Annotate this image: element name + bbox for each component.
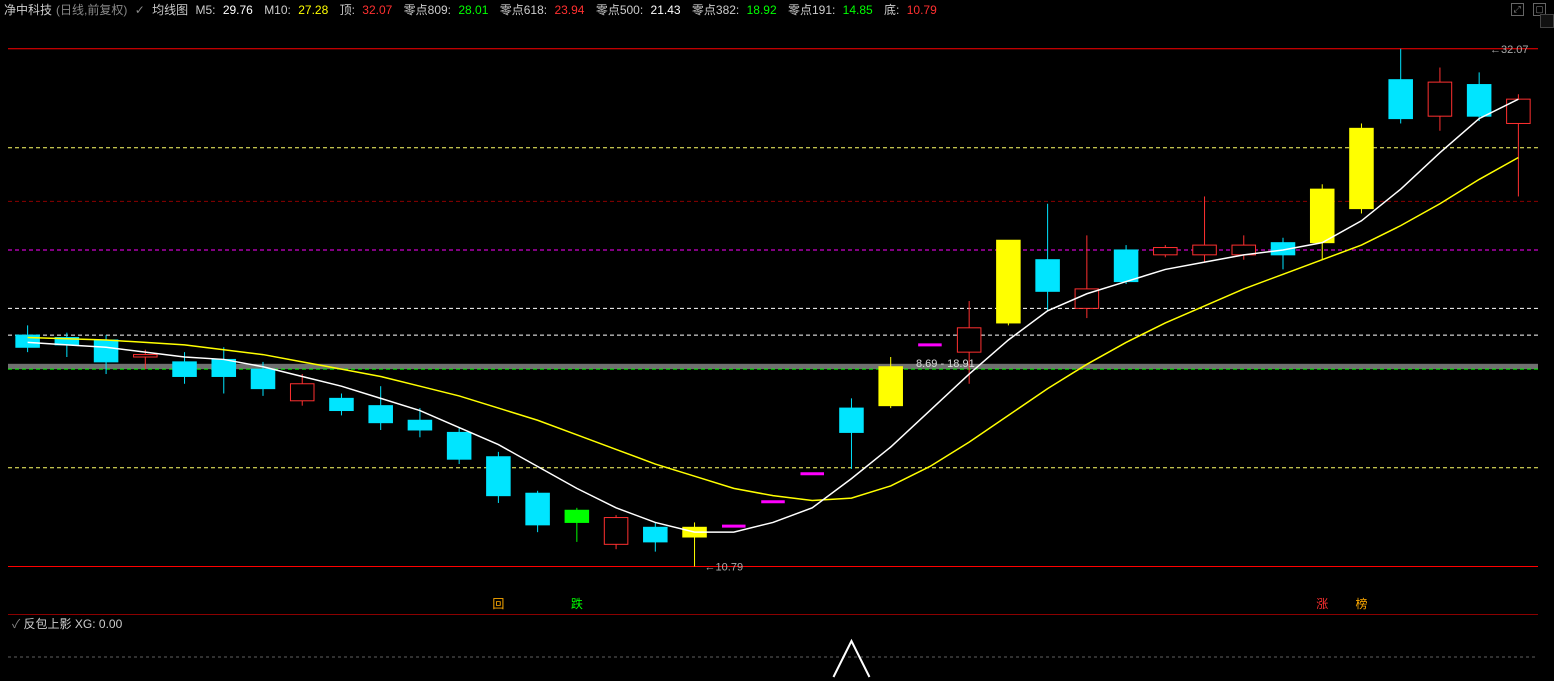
- sub-indicator-panel: ✓ 反包上影 XG: 0.00: [8, 614, 1538, 679]
- sub-chart: [8, 629, 1538, 679]
- sidebar-btn[interactable]: [1540, 14, 1554, 28]
- svg-text:涨: 涨: [1316, 596, 1328, 610]
- candlestick-chart[interactable]: 回 跌 涨 榜 ←32.07 ←10.79 8.69 - 18.91: [8, 14, 1538, 610]
- svg-text:←10.79: ←10.79: [705, 561, 744, 573]
- svg-text:回: 回: [492, 597, 504, 610]
- svg-text:榜: 榜: [1355, 596, 1367, 610]
- svg-text:8.69 - 18.91: 8.69 - 18.91: [916, 358, 975, 370]
- svg-text:←32.07: ←32.07: [1490, 44, 1529, 56]
- right-sidebar: [1540, 14, 1554, 610]
- svg-text:跌: 跌: [571, 596, 583, 610]
